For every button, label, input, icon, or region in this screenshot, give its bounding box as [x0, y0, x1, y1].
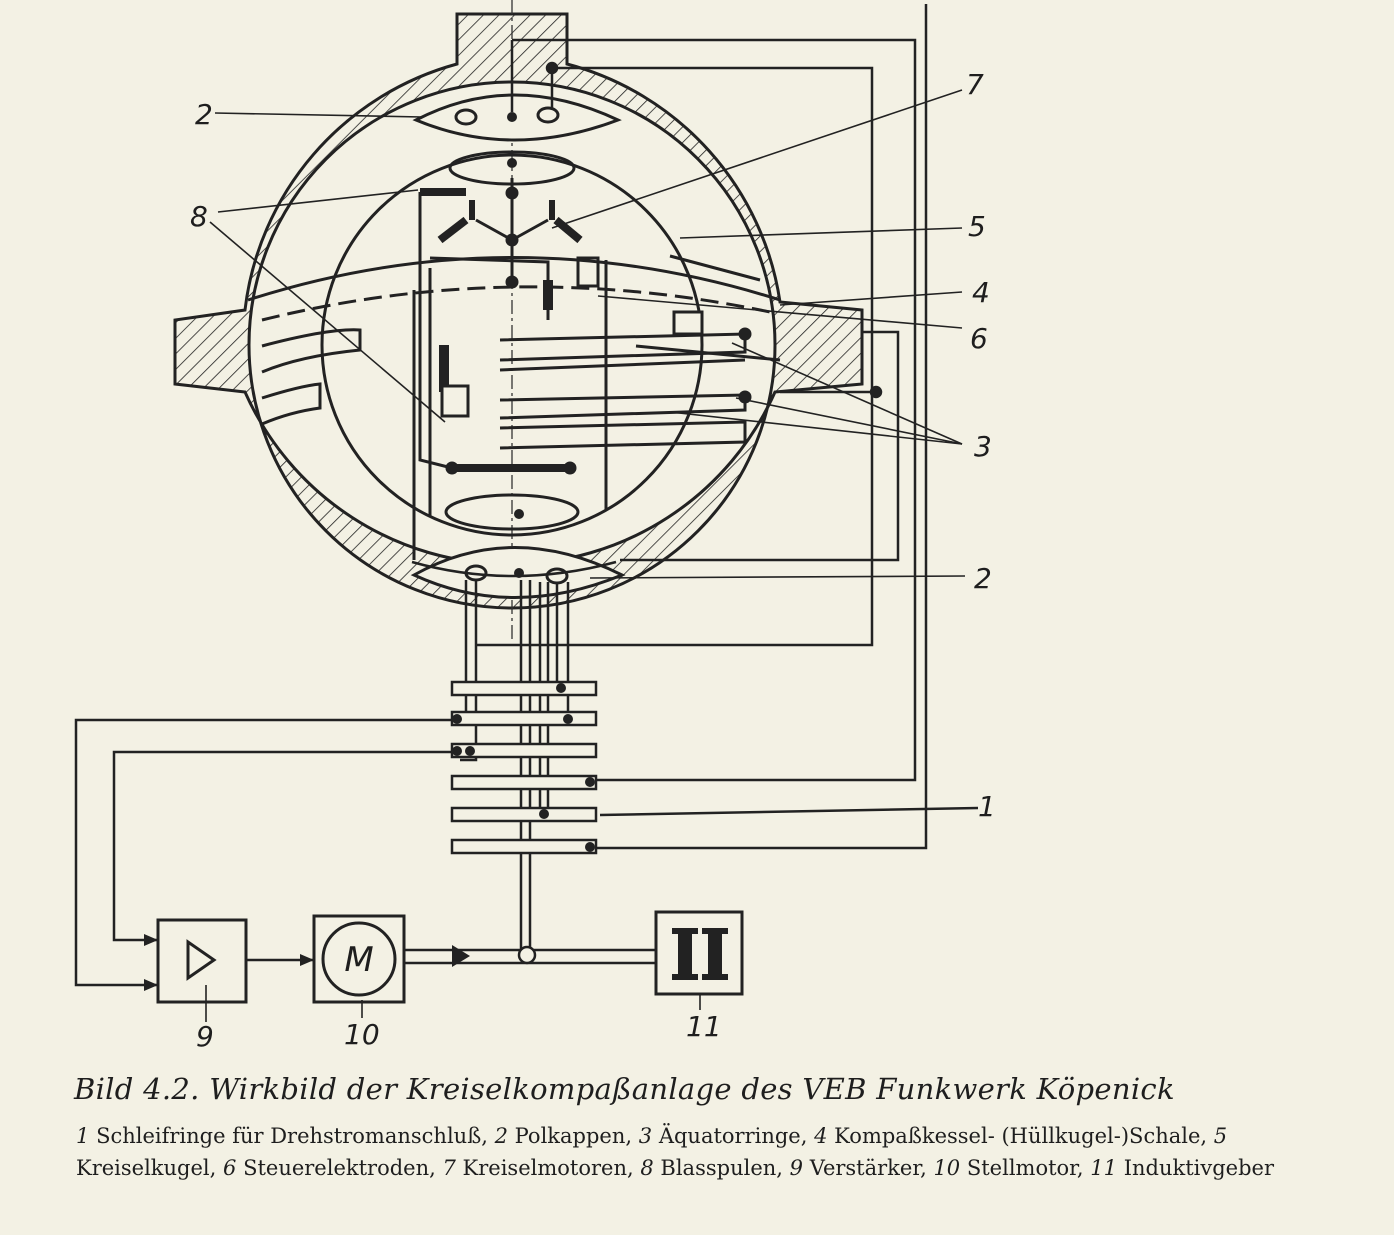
- legend-entry: 6 Steuerelektroden,: [223, 1156, 436, 1180]
- motor-symbol: M: [344, 940, 373, 980]
- equator-rings: [247, 254, 781, 450]
- gyro-sphere-bottom-cap: [444, 493, 580, 531]
- caption-title: Bild 4.2. Wirkbild der Kreiselkompaßanla…: [74, 1072, 1175, 1106]
- callout-2-top: 2: [195, 98, 213, 131]
- legend-number: 11: [1090, 1156, 1118, 1180]
- callout-9: 9: [196, 1020, 214, 1053]
- legend-number: 3: [638, 1124, 653, 1148]
- callout-2-bottom: 2: [974, 562, 992, 595]
- legend-text: Induktivgeber: [1123, 1156, 1275, 1180]
- callout-5: 5: [968, 210, 986, 243]
- gyrocompass-diagram: M 2 7 8 5 4 6 3 2 1 9: [74, 0, 996, 1053]
- shaft-bearing: [517, 945, 537, 965]
- legend-number: 10: [933, 1156, 961, 1180]
- legend-entry: 10 Stellmotor,: [933, 1156, 1083, 1180]
- blowing-coils: [418, 188, 577, 475]
- legend-text: Kompaßkessel- (Hüllkugel-)Schale,: [834, 1124, 1208, 1148]
- callout-1: 1: [978, 790, 996, 823]
- control-electrodes: [543, 256, 704, 336]
- legend-text: Kreiselmotoren,: [462, 1156, 634, 1180]
- legend-number: 2: [494, 1124, 508, 1148]
- legend-number: 4: [814, 1124, 828, 1148]
- legend-text: Polkappen,: [514, 1124, 633, 1148]
- legend-text: Stellmotor,: [966, 1156, 1084, 1180]
- legend-text: Steuerelektroden,: [243, 1156, 436, 1180]
- servo-motor-box: M: [312, 914, 406, 1004]
- arrowheads: [144, 934, 470, 991]
- callout-8: 8: [190, 200, 208, 233]
- legend-text: Äquatorringe,: [658, 1124, 808, 1148]
- legend-number: 6: [223, 1156, 237, 1180]
- legend-entry: 1 Schleifringe für Drehstromanschluß,: [76, 1124, 488, 1148]
- legend-text: Blasspulen,: [660, 1156, 783, 1180]
- legend-entry: 5 Kreiselkugel,: [76, 1124, 1227, 1180]
- legend-entry: 11 Induktivgeber: [1090, 1156, 1274, 1180]
- legend-text: Schleifringe für Drehstromanschluß,: [96, 1124, 488, 1148]
- callout-3: 3: [974, 430, 992, 463]
- gyro-motors: [437, 178, 583, 289]
- legend-text: Verstärker,: [809, 1156, 927, 1180]
- wiring: [74, 4, 979, 987]
- legend-entry: 9 Verstärker,: [790, 1156, 927, 1180]
- legend-number: 5: [1213, 1124, 1228, 1148]
- callout-7: 7: [966, 68, 984, 101]
- pole-cap-top: [412, 93, 622, 142]
- callout-6: 6: [970, 322, 988, 355]
- legend-entry: 7 Kreiselmotoren,: [442, 1156, 633, 1180]
- leader-lines: [205, 89, 966, 1022]
- legend-number: 7: [442, 1156, 456, 1180]
- legend-entry: 3 Äquatorringe,: [639, 1124, 808, 1148]
- legend-number: 1: [76, 1124, 90, 1148]
- amplifier-box: [156, 918, 248, 1004]
- legend-number: 8: [640, 1156, 654, 1180]
- legend-entry: 8 Blasspulen,: [640, 1156, 783, 1180]
- legend-entry: 4 Kompaßkessel- (Hüllkugel-)Schale,: [814, 1124, 1207, 1148]
- callouts: 2 7 8 5 4 6 3 2 1 9 10 11: [190, 68, 996, 1053]
- legend-number: 9: [789, 1156, 804, 1180]
- caption-legend: 1 Schleifringe für Drehstromanschluß, 2 …: [76, 1120, 1368, 1184]
- callout-11: 11: [686, 1010, 722, 1043]
- callout-4: 4: [972, 276, 990, 309]
- inductive-sensor-box: [654, 910, 744, 996]
- legend-text: Kreiselkugel,: [76, 1156, 217, 1180]
- callout-10: 10: [344, 1018, 380, 1051]
- legend-entry: 2 Polkappen,: [495, 1124, 632, 1148]
- amplifier-triangle-icon: [186, 939, 217, 981]
- slip-rings: [450, 680, 598, 855]
